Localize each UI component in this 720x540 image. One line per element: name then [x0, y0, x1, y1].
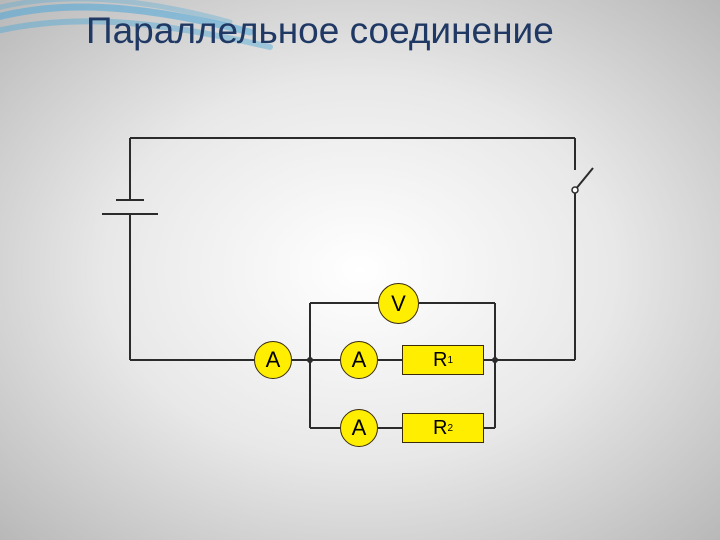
slide: Параллельное соединение VAAAR1R2: [0, 0, 720, 540]
resistor-1: R1: [402, 345, 484, 375]
ammeter-branch-2: A: [340, 409, 378, 447]
circuit-diagram: [0, 0, 720, 540]
voltmeter: V: [378, 283, 419, 324]
ammeter-main: A: [254, 341, 292, 379]
resistor-2: R2: [402, 413, 484, 443]
ammeter-branch-1: A: [340, 341, 378, 379]
